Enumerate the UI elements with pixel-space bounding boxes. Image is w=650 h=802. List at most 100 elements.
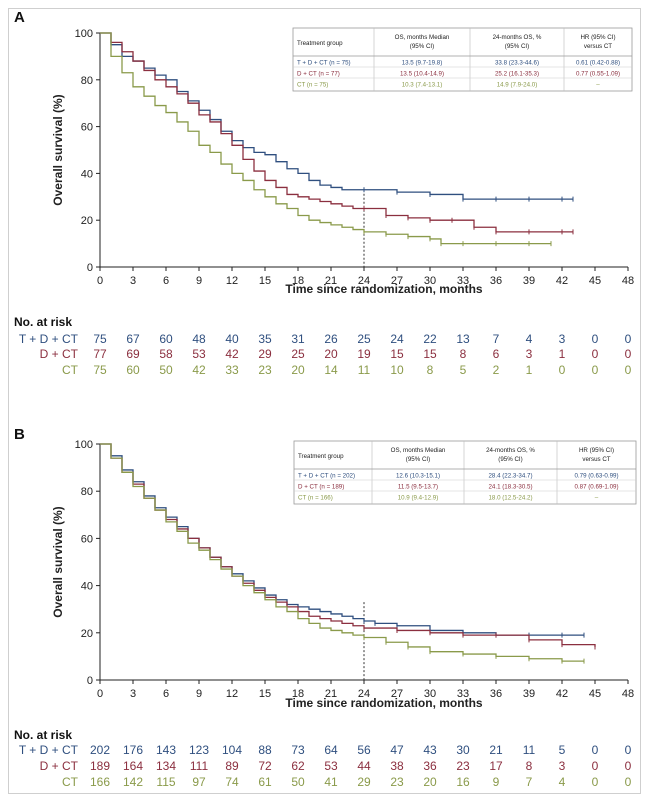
table-cell: 13.5 (10.4-14.9) <box>400 71 444 78</box>
table-cell: 11.5 (9.5-13.7) <box>398 484 438 491</box>
x-tick-label: 36 <box>490 688 502 700</box>
table-cell: 0.87 (0.69-1.09) <box>574 484 618 491</box>
at-risk-value: 23 <box>390 775 404 789</box>
y-axis-label: Overall survival (%) <box>51 94 65 205</box>
at-risk-value: 11 <box>358 363 371 377</box>
y-tick-label: 80 <box>81 486 93 498</box>
y-tick-label: 0 <box>87 262 93 274</box>
at-risk-value: 8 <box>526 759 533 773</box>
y-tick-label: 60 <box>81 122 93 134</box>
x-axis-label: Time since randomization, months <box>285 696 482 710</box>
at-risk-value: 56 <box>357 743 371 757</box>
x-tick-label: 6 <box>163 688 169 700</box>
table-header-line: (95% CI) <box>406 456 430 463</box>
at-risk-value: 26 <box>324 332 338 346</box>
panel-label: A <box>14 9 25 26</box>
at-risk-value: 6 <box>493 347 500 361</box>
x-tick-label: 24 <box>358 275 370 287</box>
at-risk-value: 142 <box>123 775 143 789</box>
table-header-line: (95% CI) <box>505 43 529 50</box>
at-risk-value: 74 <box>225 775 239 789</box>
table-header: Treatment group <box>297 40 343 47</box>
at-risk-row-label: CT <box>62 775 79 789</box>
at-risk-value: 53 <box>324 759 338 773</box>
at-risk-value: 0 <box>625 363 632 377</box>
x-tick-label: 30 <box>424 688 436 700</box>
at-risk-value: 73 <box>291 743 305 757</box>
at-risk-value: 15 <box>423 347 437 361</box>
at-risk-value: 25 <box>291 347 305 361</box>
at-risk-title: No. at risk <box>14 728 72 742</box>
table-cell: 0.61 (0.42-0.88) <box>576 60 620 67</box>
table-cell: 10.9 (9.4-12.9) <box>398 495 439 502</box>
figure-frame <box>8 8 641 794</box>
table-header-line: 24-months OS, % <box>486 447 535 454</box>
table-cell: 0.79 (0.63-0.99) <box>574 473 618 480</box>
at-risk-value: 20 <box>291 363 305 377</box>
x-tick-label: 12 <box>226 688 238 700</box>
x-tick-label: 21 <box>325 688 337 700</box>
table-header: 24-months OS, % (95% CI) <box>493 34 542 50</box>
at-risk-value: 40 <box>225 332 239 346</box>
x-tick-label: 15 <box>259 275 271 287</box>
at-risk-value: 77 <box>93 347 107 361</box>
y-tick-label: 60 <box>81 533 93 545</box>
y-tick-label: 100 <box>75 439 93 451</box>
table-header: OS, months Median (95% CI) <box>395 34 450 50</box>
y-tick-label: 20 <box>81 215 93 227</box>
at-risk-row-label: CT <box>62 363 79 377</box>
at-risk-value: 20 <box>324 347 338 361</box>
table-cell: D + CT (n = 189) <box>298 484 344 491</box>
at-risk-value: 58 <box>159 347 173 361</box>
x-tick-label: 36 <box>490 275 502 287</box>
at-risk-value: 14 <box>324 363 338 377</box>
at-risk-value: 89 <box>225 759 239 773</box>
at-risk-value: 97 <box>192 775 206 789</box>
at-risk-value: 47 <box>390 743 404 757</box>
at-risk-value: 23 <box>456 759 470 773</box>
x-tick-label: 27 <box>391 688 403 700</box>
table-header-line: 24-months OS, % <box>493 34 542 41</box>
at-risk-value: 15 <box>390 347 404 361</box>
table-cell: – <box>596 82 600 89</box>
table-cell: 0.77 (0.55-1.09) <box>576 71 620 78</box>
x-tick-label: 6 <box>163 275 169 287</box>
y-tick-label: 40 <box>81 581 93 593</box>
x-tick-label: 42 <box>556 275 568 287</box>
at-risk-title: No. at risk <box>14 315 72 329</box>
x-tick-label: 33 <box>457 275 469 287</box>
table-header-line: versus CT <box>582 456 610 463</box>
at-risk-value: 25 <box>357 332 371 346</box>
table-header-line: HR (95% CI) <box>579 447 614 454</box>
table-header-line: (95% CI) <box>498 456 522 463</box>
x-tick-label: 18 <box>292 688 304 700</box>
x-tick-label: 0 <box>97 275 103 287</box>
at-risk-value: 44 <box>357 759 371 773</box>
x-tick-label: 9 <box>196 688 202 700</box>
at-risk-value: 115 <box>156 775 175 789</box>
series-line-2 <box>100 443 584 662</box>
x-tick-label: 3 <box>130 275 136 287</box>
table-cell: CT (n = 75) <box>297 82 328 89</box>
at-risk-row-label: T + D + CT <box>19 332 79 346</box>
at-risk-value: 50 <box>159 363 173 377</box>
at-risk-value: 69 <box>126 347 140 361</box>
x-tick-label: 21 <box>325 275 337 287</box>
at-risk-value: 189 <box>90 759 110 773</box>
at-risk-value: 4 <box>559 775 566 789</box>
table-header-line: versus CT <box>584 43 612 50</box>
at-risk-row-label: D + CT <box>40 759 79 773</box>
at-risk-value: 50 <box>291 775 305 789</box>
at-risk-value: 10 <box>390 363 404 377</box>
x-tick-label: 18 <box>292 275 304 287</box>
at-risk-value: 23 <box>258 363 272 377</box>
at-risk-value: 75 <box>93 363 107 377</box>
at-risk-value: 30 <box>456 743 470 757</box>
at-risk-value: 64 <box>324 743 338 757</box>
at-risk-value: 7 <box>493 332 500 346</box>
at-risk-value: 41 <box>324 775 338 789</box>
at-risk-value: 4 <box>526 332 533 346</box>
table-header-line: OS, months Median <box>395 34 450 41</box>
y-tick-label: 80 <box>81 75 93 87</box>
at-risk-value: 3 <box>559 332 566 346</box>
